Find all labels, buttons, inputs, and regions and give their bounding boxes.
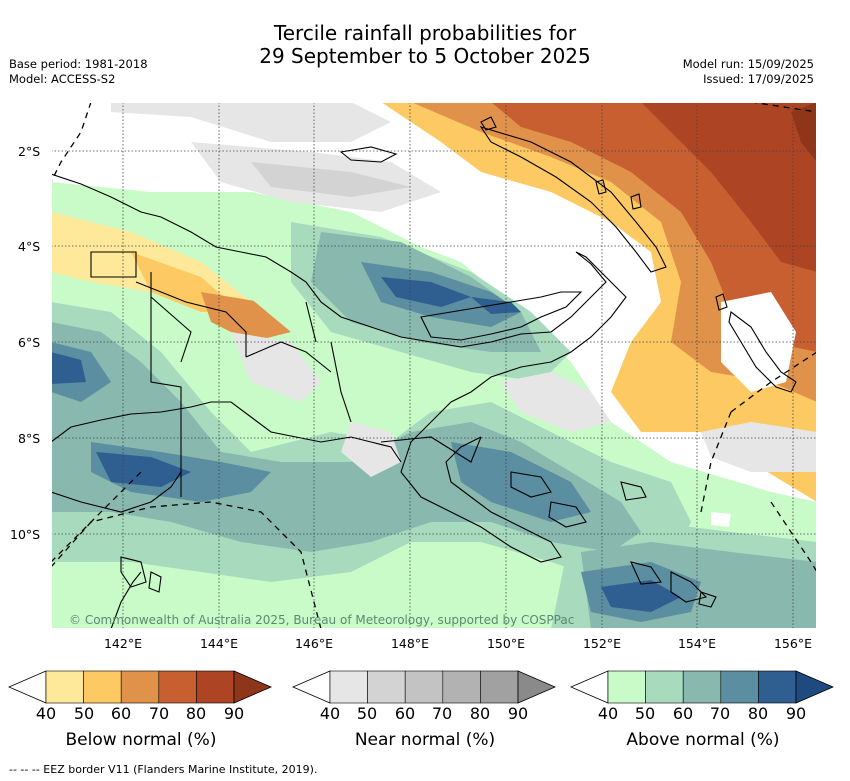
lon-label-144e: 144°E: [199, 636, 238, 651]
model-label: Model: ACCESS-S2: [9, 72, 116, 86]
lon-label-146e: 146°E: [294, 636, 333, 651]
above-tick-50: 50: [634, 704, 656, 723]
coastlines: [51, 116, 797, 629]
colorbar-segment: [720, 670, 759, 704]
colorbar-segment: [758, 670, 797, 704]
copyright-notice: © Commonwealth of Australia 2025, Bureau…: [69, 613, 575, 627]
colorbar-segment: [45, 670, 84, 704]
lon-label-156e: 156°E: [773, 636, 812, 651]
colorbar-arrow-high: [517, 670, 557, 704]
colorbar-segment: [120, 670, 160, 704]
above-normal-colorbar: [570, 670, 835, 704]
near-tick-40: 40: [319, 704, 341, 723]
below-normal-title: Below normal (%): [65, 730, 217, 750]
above-tick-40: 40: [597, 704, 619, 723]
near-tick-70: 70: [431, 704, 453, 723]
colorbar-segment: [442, 670, 481, 704]
colorbar-segment: [480, 670, 519, 704]
near-tick-90: 90: [507, 704, 529, 723]
colorbar-arrow-low: [292, 670, 331, 704]
issued-label: Issued: 17/09/2025: [703, 72, 814, 86]
colorbar-arrow-high: [233, 670, 273, 704]
lon-label-148e: 148°E: [390, 636, 429, 651]
colorbar-arrow-high: [795, 670, 835, 704]
below-tick-50: 50: [73, 704, 95, 723]
near-tick-80: 80: [469, 704, 491, 723]
above-normal-title: Above normal (%): [626, 730, 780, 750]
near-normal-title: Near normal (%): [354, 730, 496, 750]
colorbar-segment: [404, 670, 444, 704]
above-tick-70: 70: [709, 704, 731, 723]
map-title-line-2: 29 September to 5 October 2025: [259, 44, 591, 68]
below-tick-80: 80: [185, 704, 207, 723]
lon-label-152e: 152°E: [582, 636, 621, 651]
eez-footnote: -- -- -- EEZ border V11 (Flanders Marine…: [9, 763, 318, 776]
near-tick-60: 60: [394, 704, 416, 723]
colorbar-segment: [645, 670, 684, 704]
lon-label-142e: 142°E: [103, 636, 142, 651]
lon-label-150e: 150°E: [486, 636, 525, 651]
lat-label-8s: 8°S: [18, 431, 41, 446]
lat-label-10s: 10°S: [10, 527, 41, 542]
below-tick-40: 40: [35, 704, 57, 723]
lon-label-154e: 154°E: [677, 636, 716, 651]
colorbar-segment: [607, 670, 646, 704]
eez-border: [51, 102, 817, 629]
colorbar-segment: [329, 670, 368, 704]
rainfall-probability-map: [51, 102, 817, 629]
colorbar-segment: [367, 670, 406, 704]
near-tick-50: 50: [356, 704, 378, 723]
probability-shading: [51, 102, 817, 629]
above-tick-60: 60: [672, 704, 694, 723]
below-tick-60: 60: [110, 704, 132, 723]
below-tick-90: 90: [223, 704, 245, 723]
below-normal-colorbar: [8, 670, 273, 704]
colorbar-arrow-low: [570, 670, 609, 704]
base-period-label: Base period: 1981-2018: [9, 57, 148, 71]
below-tick-70: 70: [148, 704, 170, 723]
colorbar-arrow-low: [8, 670, 47, 704]
map-title-line-1: Tercile rainfall probabilities for: [273, 21, 577, 45]
above-tick-90: 90: [785, 704, 807, 723]
colorbar-segment: [83, 670, 122, 704]
above-tick-80: 80: [747, 704, 769, 723]
lat-label-6s: 6°S: [18, 335, 41, 350]
model-run-label: Model run: 15/09/2025: [682, 57, 814, 71]
colorbar-segment: [196, 670, 235, 704]
colorbar-segment: [158, 670, 197, 704]
lat-label-4s: 4°S: [18, 239, 41, 254]
colorbar-segment: [682, 670, 722, 704]
lat-label-2s: 2°S: [18, 144, 41, 159]
near-normal-colorbar: [292, 670, 557, 704]
